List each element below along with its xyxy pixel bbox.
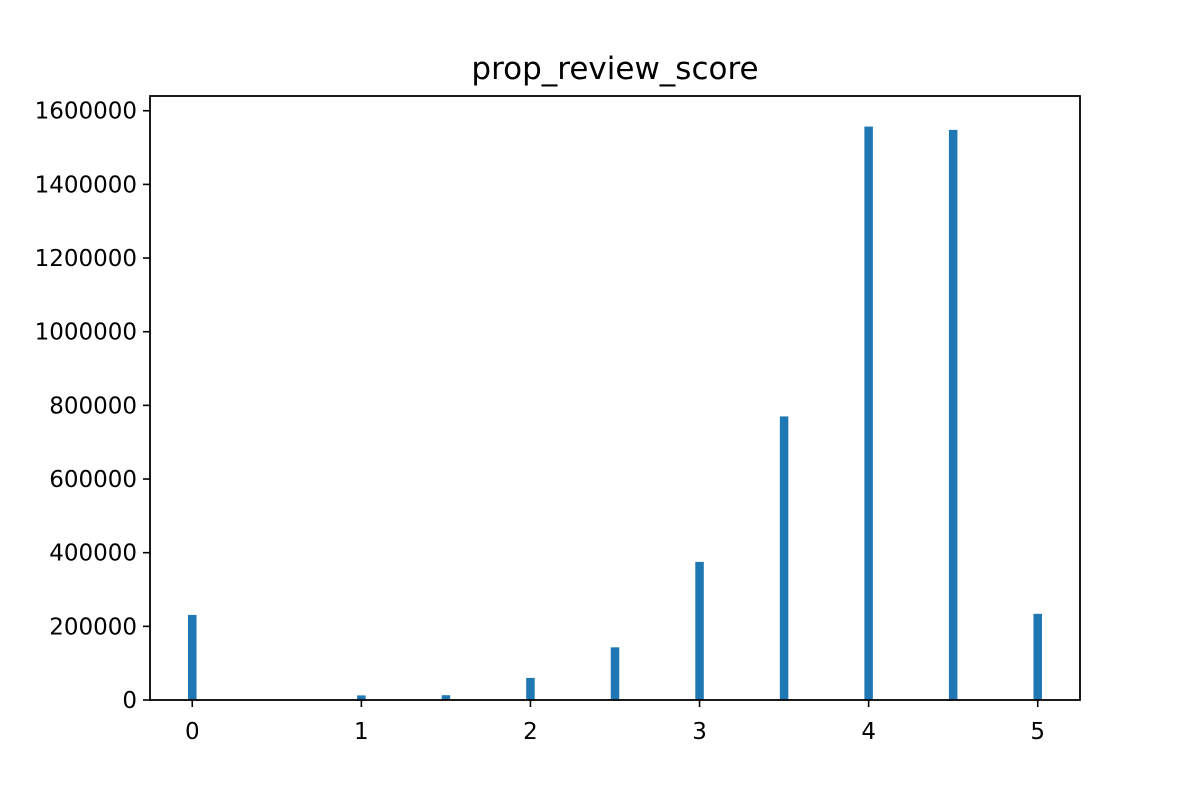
bar — [948, 129, 958, 700]
x-tick-label: 3 — [692, 719, 707, 745]
bar — [1033, 613, 1042, 700]
x-tick-label: 0 — [185, 719, 200, 745]
bar — [695, 561, 704, 700]
y-tick-label: 1600000 — [35, 99, 137, 125]
y-tick-label: 600000 — [49, 467, 137, 493]
plot-frame — [149, 95, 1081, 701]
y-axis-ticks: 0 200000 400000 600000 800000 1000000 1200000 1… — [35, 99, 150, 714]
x-tick-label: 2 — [523, 719, 538, 745]
y-tick-label: 0 — [122, 688, 137, 714]
y-tick-label: 1000000 — [35, 320, 137, 346]
y-tick-label: 1400000 — [35, 172, 137, 198]
bar — [779, 416, 789, 700]
y-tick-label: 200000 — [49, 614, 137, 640]
bar — [610, 647, 620, 700]
y-tick-label: 800000 — [49, 393, 137, 419]
bar — [357, 695, 366, 700]
x-axis-ticks: 0 1 2 3 4 5 — [185, 700, 1045, 745]
bar — [864, 126, 873, 700]
bar — [188, 614, 197, 700]
x-tick-label: 4 — [861, 719, 876, 745]
bar — [526, 677, 535, 700]
y-tick-label: 1200000 — [35, 246, 137, 272]
bar — [441, 695, 451, 700]
x-tick-label: 1 — [354, 719, 369, 745]
x-tick-label: 5 — [1030, 719, 1045, 745]
y-tick-label: 400000 — [49, 541, 137, 567]
bars-group — [188, 126, 1042, 700]
chart-title: prop_review_score — [471, 51, 758, 87]
